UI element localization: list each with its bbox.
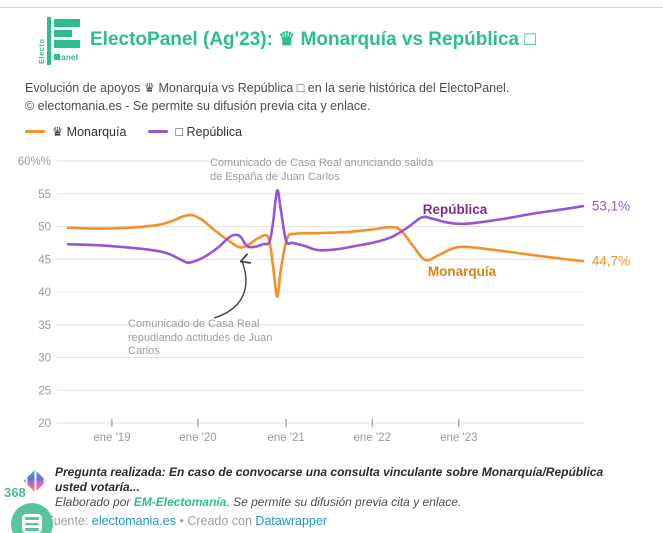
elaborado-text: Elaborado por EM-Electomanía. Se permite… — [55, 495, 630, 510]
electopanel-logo-icon: Electo anel — [37, 15, 88, 65]
logo-bar-icon — [47, 17, 51, 65]
end-value-label-monarquía: 44,7% — [592, 254, 630, 269]
page-title: ElectoPanel (Ag'23): ♛ Monarquía vs Repú… — [90, 29, 536, 50]
legend-label-monarquia: ♛ Monarquía — [52, 125, 127, 139]
em-electomania-brand: EM-Electomanía — [133, 495, 227, 509]
attribution-row: Fuente: electomania.es • Creado con Data… — [46, 514, 327, 528]
question-text: Pregunta realizada: En caso de convocars… — [55, 465, 630, 494]
created-with-label: Creado con — [187, 514, 252, 528]
poll-number-badge: 368 — [4, 485, 26, 500]
subtitle-line-1: Evolución de apoyos ♛ Monarquía vs Repúb… — [25, 81, 510, 95]
question-line-1: Pregunta realizada: En caso de convocars… — [55, 465, 604, 479]
separator-dot: • — [179, 514, 184, 528]
y-axis-label: 55 — [38, 189, 51, 201]
legend-item-monarquia: ♛ Monarquía — [25, 124, 126, 139]
subtitle-line-2: © electomania.es - Se permite su difusió… — [25, 99, 371, 113]
logo-anel-text: anel — [54, 52, 78, 62]
x-axis-label: ene '20 — [179, 432, 216, 444]
elaborado-suffix: . Se permite su difusión previa cita y e… — [226, 495, 462, 509]
annotation-arrow-icon — [213, 261, 246, 319]
top-divider — [0, 7, 663, 8]
series-line-monarquía — [66, 213, 585, 298]
x-axis-label: ene '19 — [93, 432, 130, 444]
y-axis-label: 30 — [38, 353, 51, 365]
fuente-label: Fuente: — [46, 514, 89, 528]
chart-description: Evolución de apoyos ♛ Monarquía vs Repúb… — [25, 79, 585, 115]
x-axis-label: ene '23 — [440, 432, 477, 444]
legend-label-republica: □ República — [175, 124, 243, 139]
document-lines-icon — [22, 514, 42, 533]
series-line-república — [66, 189, 585, 264]
list-circle-badge-icon[interactable] — [11, 503, 53, 533]
y-axis-label: 35 — [38, 320, 51, 332]
datawrapper-link[interactable]: Datawrapper — [255, 514, 327, 528]
y-axis-label: 45 — [38, 254, 51, 266]
republica-line-swatch-icon — [148, 130, 169, 133]
series-name-label-república: República — [423, 202, 488, 217]
elaborado-prefix: Elaborado por — [55, 495, 134, 509]
legend: ♛ Monarquía □ República — [25, 124, 242, 139]
annotation-repudiando: Comunicado de Casa Real repudiando actitu… — [128, 318, 273, 357]
legend-item-republica: □ República — [148, 125, 242, 139]
y-axis-label: 50 — [38, 222, 51, 234]
x-axis-label: ene '21 — [267, 432, 304, 444]
logo-bars-icon — [54, 19, 80, 51]
series-name-label-monarquía: Monarquía — [428, 264, 497, 279]
question-line-2: usted votaría... — [55, 479, 140, 494]
y-axis-label: 40 — [38, 287, 51, 299]
annotation-salida-espana: Comunicado de Casa Real anunciando salid… — [210, 157, 434, 183]
end-value-label-república: 53,1% — [592, 199, 630, 214]
y-axis-label: 60%% — [18, 156, 51, 168]
y-axis-label: 25 — [38, 385, 51, 397]
y-axis-label: 20 — [38, 418, 51, 430]
x-axis-label: ene '22 — [354, 432, 391, 444]
electomania-link[interactable]: electomania.es — [91, 514, 176, 528]
logo-square-icon — [54, 54, 60, 60]
monarquia-line-swatch-icon — [25, 130, 45, 133]
